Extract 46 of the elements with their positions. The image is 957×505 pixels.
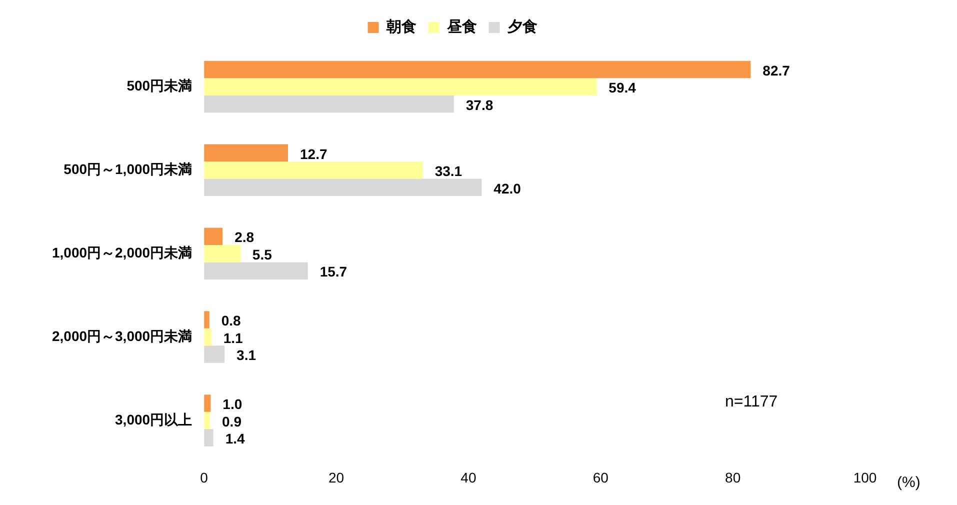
- legend-label: 朝食: [385, 18, 416, 36]
- bar: [204, 178, 482, 196]
- bar: [204, 394, 211, 412]
- legend-label: 夕食: [506, 18, 538, 36]
- data-label: 82.7: [762, 62, 790, 78]
- bar: [204, 95, 454, 113]
- data-label: 1.4: [225, 430, 245, 447]
- data-label: 3.1: [236, 347, 256, 364]
- x-tick-label: 60: [592, 469, 609, 486]
- y-tick-label: 500円未満: [126, 78, 192, 94]
- x-tick-label: 20: [328, 469, 344, 486]
- y-tick-label: 3,000円以上: [115, 411, 192, 428]
- data-label: 15.7: [320, 264, 348, 280]
- bar: [204, 78, 597, 96]
- bar: [204, 144, 288, 162]
- data-label: 2.8: [234, 229, 254, 246]
- data-label: 12.7: [300, 146, 328, 162]
- bar: [204, 262, 308, 280]
- data-label: 33.1: [434, 163, 462, 180]
- y-tick-label: 500円～1,000円未満: [64, 161, 192, 178]
- data-label: 37.8: [466, 96, 494, 113]
- data-label: 0.9: [222, 413, 242, 430]
- x-tick-label: 40: [460, 469, 476, 486]
- bar: [204, 60, 751, 78]
- y-tick-label: 1,000円～2,000円未満: [52, 244, 192, 260]
- bar: [204, 328, 212, 346]
- bar: [204, 244, 240, 262]
- bar: [204, 228, 223, 245]
- bar: [204, 412, 210, 430]
- data-label: 59.4: [608, 80, 636, 96]
- x-tick-label: 100: [853, 469, 877, 486]
- data-label: 42.0: [494, 180, 522, 196]
- bar: [204, 162, 423, 179]
- data-label: 1.0: [222, 396, 242, 412]
- x-tick-label: 0: [200, 469, 208, 486]
- x-tick-label: 80: [725, 469, 741, 486]
- x-axis-title: (%): [897, 474, 920, 492]
- bar: [204, 429, 214, 446]
- bar: [204, 311, 210, 328]
- data-label: 5.5: [252, 246, 272, 262]
- bar: [204, 346, 225, 363]
- data-label: 0.8: [221, 312, 242, 329]
- data-label: 1.1: [223, 330, 244, 346]
- y-tick-label: 2,000円～3,000円未満: [52, 328, 192, 344]
- annotation: n=1177: [725, 394, 778, 411]
- legend-label: 昼食: [446, 18, 477, 36]
